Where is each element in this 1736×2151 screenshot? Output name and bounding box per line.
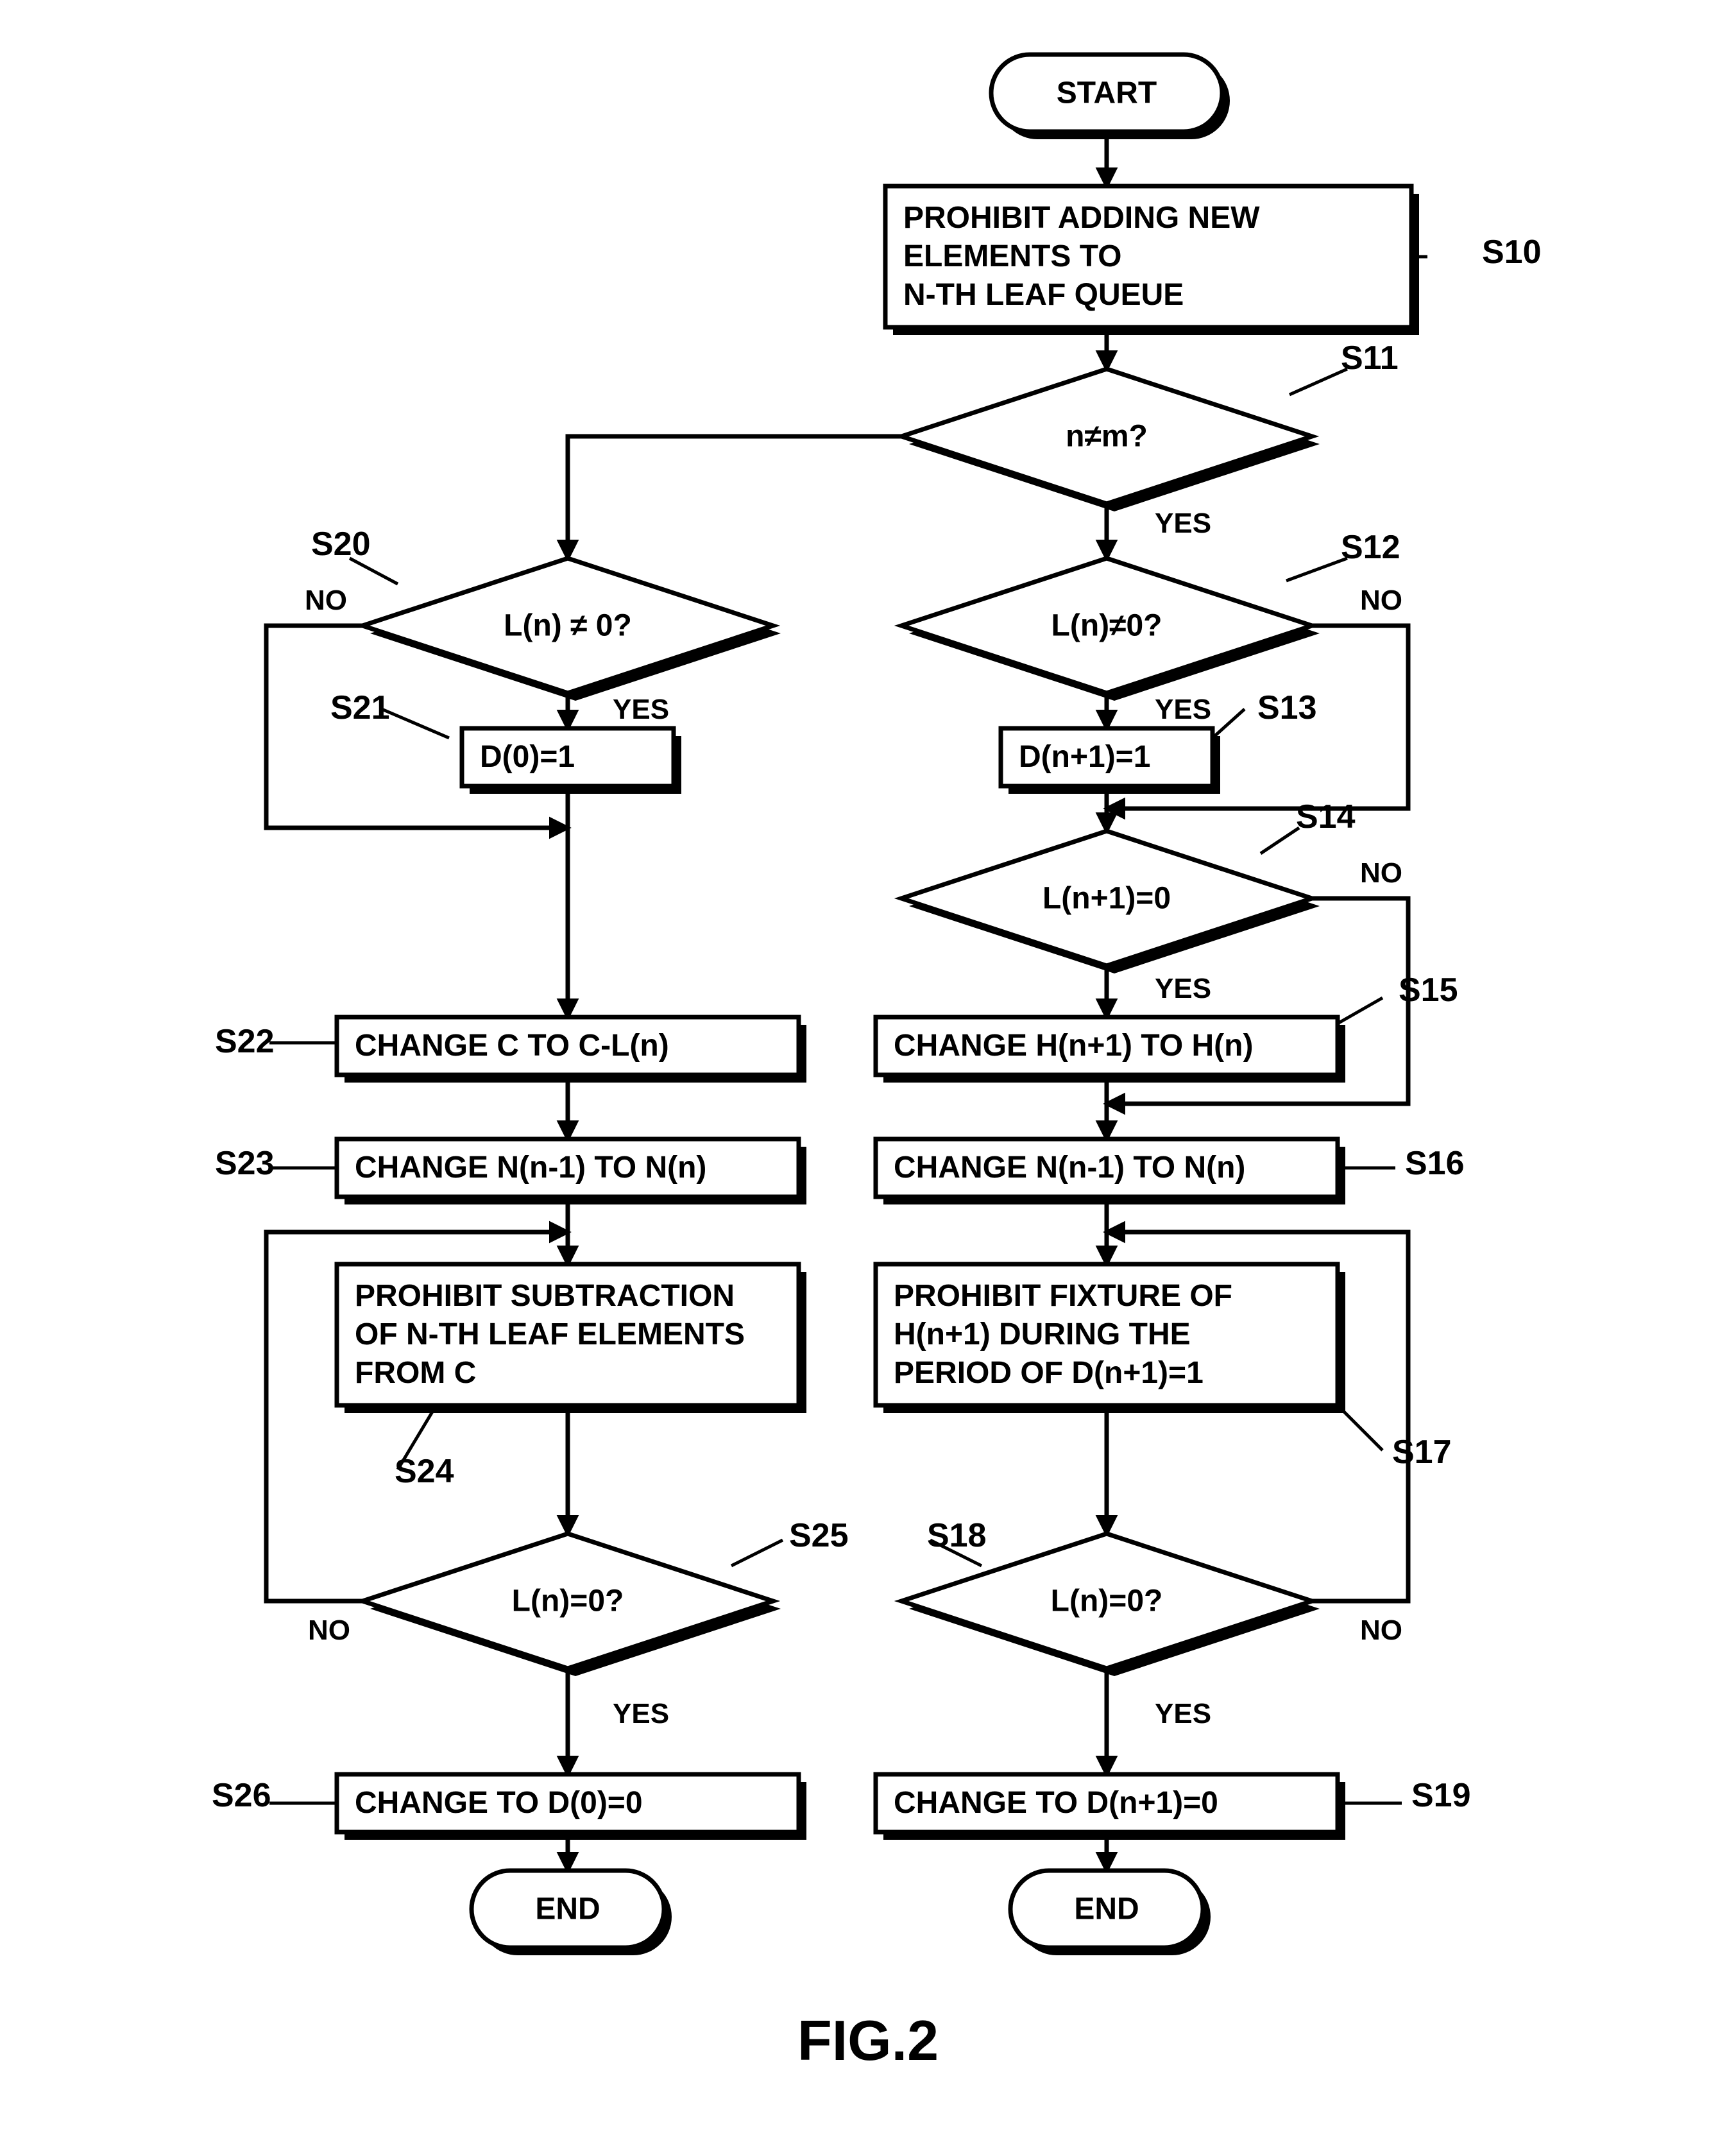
process-s17-line2: PERIOD OF D(n+1)=1	[894, 1356, 1204, 1390]
label-s17: S17	[1392, 1434, 1452, 1471]
connector-11	[568, 436, 901, 558]
process-s10: PROHIBIT ADDING NEW ELEMENTS TO N-TH LEAF …	[885, 186, 1542, 335]
process-s26-line0: CHANGE TO D(0)=0	[355, 1786, 643, 1820]
yes-s11: YES	[1155, 508, 1211, 539]
label-s26: S26	[212, 1777, 271, 1814]
terminal-end-right: END	[1010, 1871, 1211, 1955]
label-s13: S13	[1257, 689, 1317, 726]
process-s21-line0: D(0)=1	[480, 740, 575, 774]
no-s20: NO	[305, 585, 347, 616]
label-s25: S25	[789, 1517, 849, 1554]
terminal-start: START	[991, 55, 1230, 139]
connector-27	[1213, 709, 1245, 738]
figure-label: FIG.2	[797, 2009, 939, 2072]
connector-40	[382, 709, 449, 738]
connector-37	[731, 1540, 783, 1566]
process-s17-line1: H(n+1) DURING THE	[894, 1317, 1191, 1351]
no-s14: NO	[1360, 857, 1402, 889]
yes-s25: YES	[613, 1698, 669, 1729]
process-s10-line2: N-TH LEAF QUEUE	[903, 278, 1184, 312]
process-s22: CHANGE C TO C-L(n) S22	[215, 1017, 806, 1083]
process-s19-line0: CHANGE TO D(n+1)=0	[894, 1786, 1218, 1820]
process-s17-line0: PROHIBIT FIXTURE OF	[894, 1279, 1232, 1313]
process-s23: CHANGE N(n-1) TO N(n) S23	[215, 1139, 806, 1204]
label-s18: S18	[927, 1517, 987, 1554]
label-s14: S14	[1296, 798, 1356, 836]
terminal-end-left: END	[472, 1871, 672, 1955]
decision-s14-text: L(n+1)=0	[1042, 882, 1171, 916]
decision-s11-text: n≠m?	[1066, 420, 1148, 454]
process-s10-line1: ELEMENTS TO	[903, 239, 1121, 273]
decision-s18-text: L(n)=0?	[1051, 1584, 1163, 1618]
connector-29	[1338, 998, 1383, 1024]
connector-26	[1289, 369, 1347, 395]
terminal-end-right-text: END	[1074, 1892, 1139, 1926]
label-s20: S20	[311, 526, 371, 563]
decision-s12-text: L(n)≠0?	[1051, 609, 1162, 643]
process-s10-line0: PROHIBIT ADDING NEW	[903, 201, 1260, 235]
label-s24: S24	[395, 1453, 454, 1490]
no-s25: NO	[308, 1615, 350, 1646]
terminal-end-left-text: END	[535, 1892, 600, 1926]
connector-25	[1286, 558, 1347, 581]
process-s24-line0: PROHIBIT SUBTRACTION	[355, 1279, 735, 1313]
process-s24-line1: OF N-TH LEAF ELEMENTS	[355, 1317, 745, 1351]
process-s17: PROHIBIT FIXTURE OF H(n+1) DURING THE PERI…	[876, 1264, 1452, 1471]
process-s16: CHANGE N(n-1) TO N(n) S16	[876, 1139, 1465, 1204]
decision-s20-text: L(n) ≠ 0?	[504, 609, 632, 643]
process-s26: CHANGE TO D(0)=0 S26	[212, 1774, 806, 1840]
terminal-start-text: START	[1057, 76, 1157, 110]
decision-s25-text: L(n)=0?	[512, 1584, 624, 1618]
process-s19: CHANGE TO D(n+1)=0 S19	[876, 1774, 1471, 1840]
process-s15-line0: CHANGE H(n+1) TO H(n)	[894, 1029, 1253, 1063]
label-s21: S21	[330, 689, 390, 726]
process-s23-line0: CHANGE N(n-1) TO N(n)	[355, 1151, 706, 1185]
process-s16-line0: CHANGE N(n-1) TO N(n)	[894, 1151, 1245, 1185]
process-s13-line0: D(n+1)=1	[1019, 740, 1150, 774]
yes-s18: YES	[1155, 1698, 1211, 1729]
label-s10: S10	[1482, 234, 1542, 271]
yes-s12: YES	[1155, 694, 1211, 725]
yes-s20: YES	[613, 694, 669, 725]
label-s23: S23	[215, 1145, 275, 1182]
connector-28	[1261, 828, 1299, 853]
no-s12: NO	[1360, 585, 1402, 616]
label-s12: S12	[1341, 529, 1400, 566]
no-s18: NO	[1360, 1615, 1402, 1646]
process-s22-line0: CHANGE C TO C-L(n)	[355, 1029, 669, 1063]
yes-s14: YES	[1155, 973, 1211, 1004]
decision-s18: L(n)=0? S18 YES NO	[901, 1517, 1402, 1729]
decision-s14: L(n+1)=0 S14 YES NO	[901, 798, 1402, 1004]
process-s24: PROHIBIT SUBTRACTION OF N-TH LEAF ELEMENT…	[337, 1264, 806, 1490]
label-s19: S19	[1411, 1777, 1471, 1814]
label-s22: S22	[215, 1023, 275, 1060]
process-s24-line2: FROM C	[355, 1356, 476, 1390]
label-s11: S11	[1341, 339, 1399, 377]
decision-s11: n≠m? S11 YES	[901, 339, 1399, 539]
label-s16: S16	[1405, 1145, 1465, 1182]
label-s15: S15	[1399, 972, 1458, 1009]
